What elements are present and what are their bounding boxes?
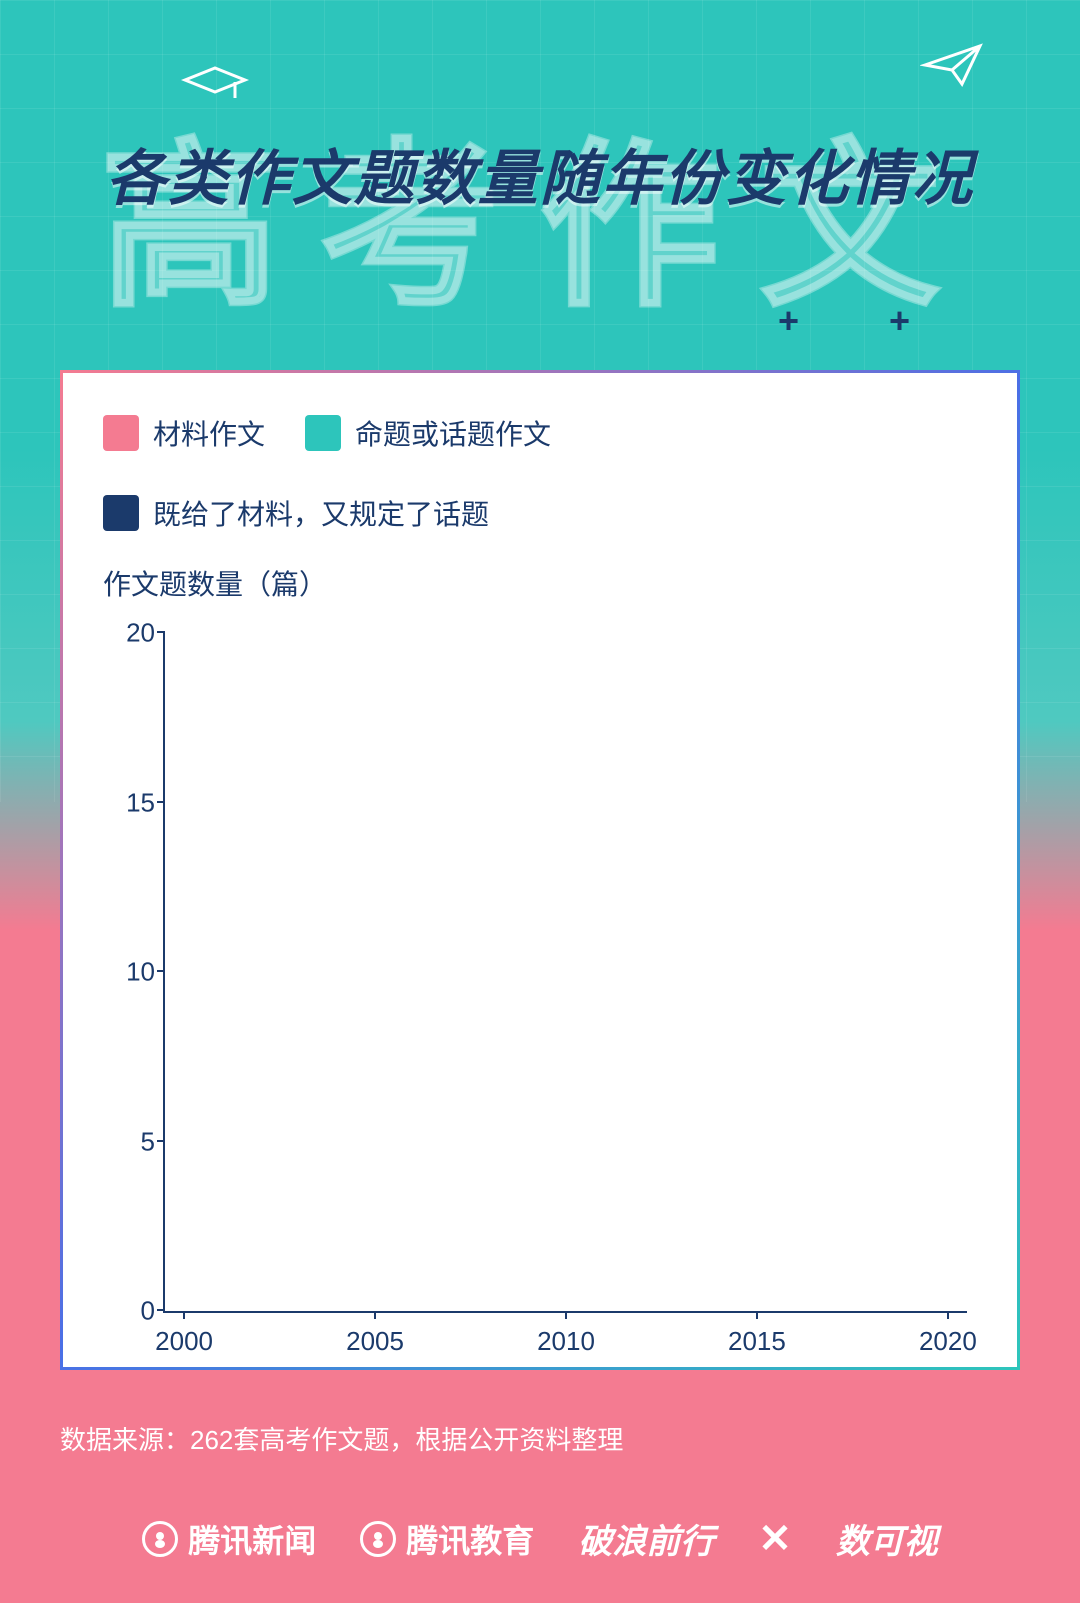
x-tick-mark: [565, 1311, 567, 1319]
legend-item: 既给了材料，又规定了话题: [103, 493, 489, 533]
legend-label: 材料作文: [153, 413, 265, 453]
penguin-icon: [142, 1521, 178, 1557]
legend: 材料作文 命题或话题作文既给了材料，又规定了话题: [103, 413, 977, 533]
legend-swatch: [103, 495, 139, 531]
x-tick-label: 2010: [537, 1326, 595, 1357]
footer-cross-icon: ✕: [758, 1516, 792, 1562]
y-axis-label: 作文题数量（篇）: [103, 563, 977, 603]
legend-item: 命题或话题作文: [305, 413, 551, 453]
y-tick-mark: [157, 631, 165, 633]
footer-tail-logo: 数可视: [836, 1514, 938, 1563]
footer-logos: 腾讯新闻 腾讯教育破浪前行 ✕ 数可视: [0, 1514, 1080, 1563]
x-tick-mark: [947, 1311, 949, 1319]
chart-area: 0510152020002005201020152020: [103, 623, 977, 1373]
legend-label: 命题或话题作文: [355, 413, 551, 453]
y-tick-mark: [157, 801, 165, 803]
plot-area: 0510152020002005201020152020: [163, 633, 967, 1313]
footer-logo-text: 腾讯教育: [406, 1516, 534, 1562]
footer-logo-text: 腾讯新闻: [188, 1516, 316, 1562]
y-tick-label: 5: [105, 1126, 155, 1157]
footer-logo: 破浪前行: [578, 1514, 714, 1563]
legend-swatch: [305, 415, 341, 451]
penguin-icon: [360, 1521, 396, 1557]
y-tick-label: 0: [105, 1296, 155, 1327]
y-tick-mark: [157, 1309, 165, 1311]
data-source: 数据来源：262套高考作文题，根据公开资料整理: [60, 1420, 623, 1457]
x-tick-mark: [374, 1311, 376, 1319]
legend-item: 材料作文: [103, 413, 265, 453]
x-tick-mark: [756, 1311, 758, 1319]
legend-swatch: [103, 415, 139, 451]
footer-logo-text: 破浪前行: [578, 1514, 714, 1563]
footer-logo: 腾讯新闻: [142, 1516, 316, 1562]
legend-label: 既给了材料，又规定了话题: [153, 493, 489, 533]
x-tick-label: 2015: [728, 1326, 786, 1357]
chart-card: 材料作文命题或话题作文既给了材料，又规定了话题 作文题数量（篇） 0510152…: [60, 370, 1020, 1370]
y-tick-label: 10: [105, 957, 155, 988]
y-tick-mark: [157, 1140, 165, 1142]
x-tick-label: 2020: [919, 1326, 977, 1357]
bars-container: [165, 633, 967, 1311]
x-tick-mark: [183, 1311, 185, 1319]
x-tick-label: 2000: [155, 1326, 213, 1357]
y-tick-label: 20: [105, 618, 155, 649]
y-tick-mark: [157, 970, 165, 972]
page-title: 各类作文题数量随年份变化情况: [0, 130, 1080, 217]
x-tick-label: 2005: [346, 1326, 404, 1357]
footer-logo: 腾讯教育: [360, 1516, 534, 1562]
title-block: 高考作文 各类作文题数量随年份变化情况: [0, 130, 1080, 217]
y-tick-label: 15: [105, 787, 155, 818]
